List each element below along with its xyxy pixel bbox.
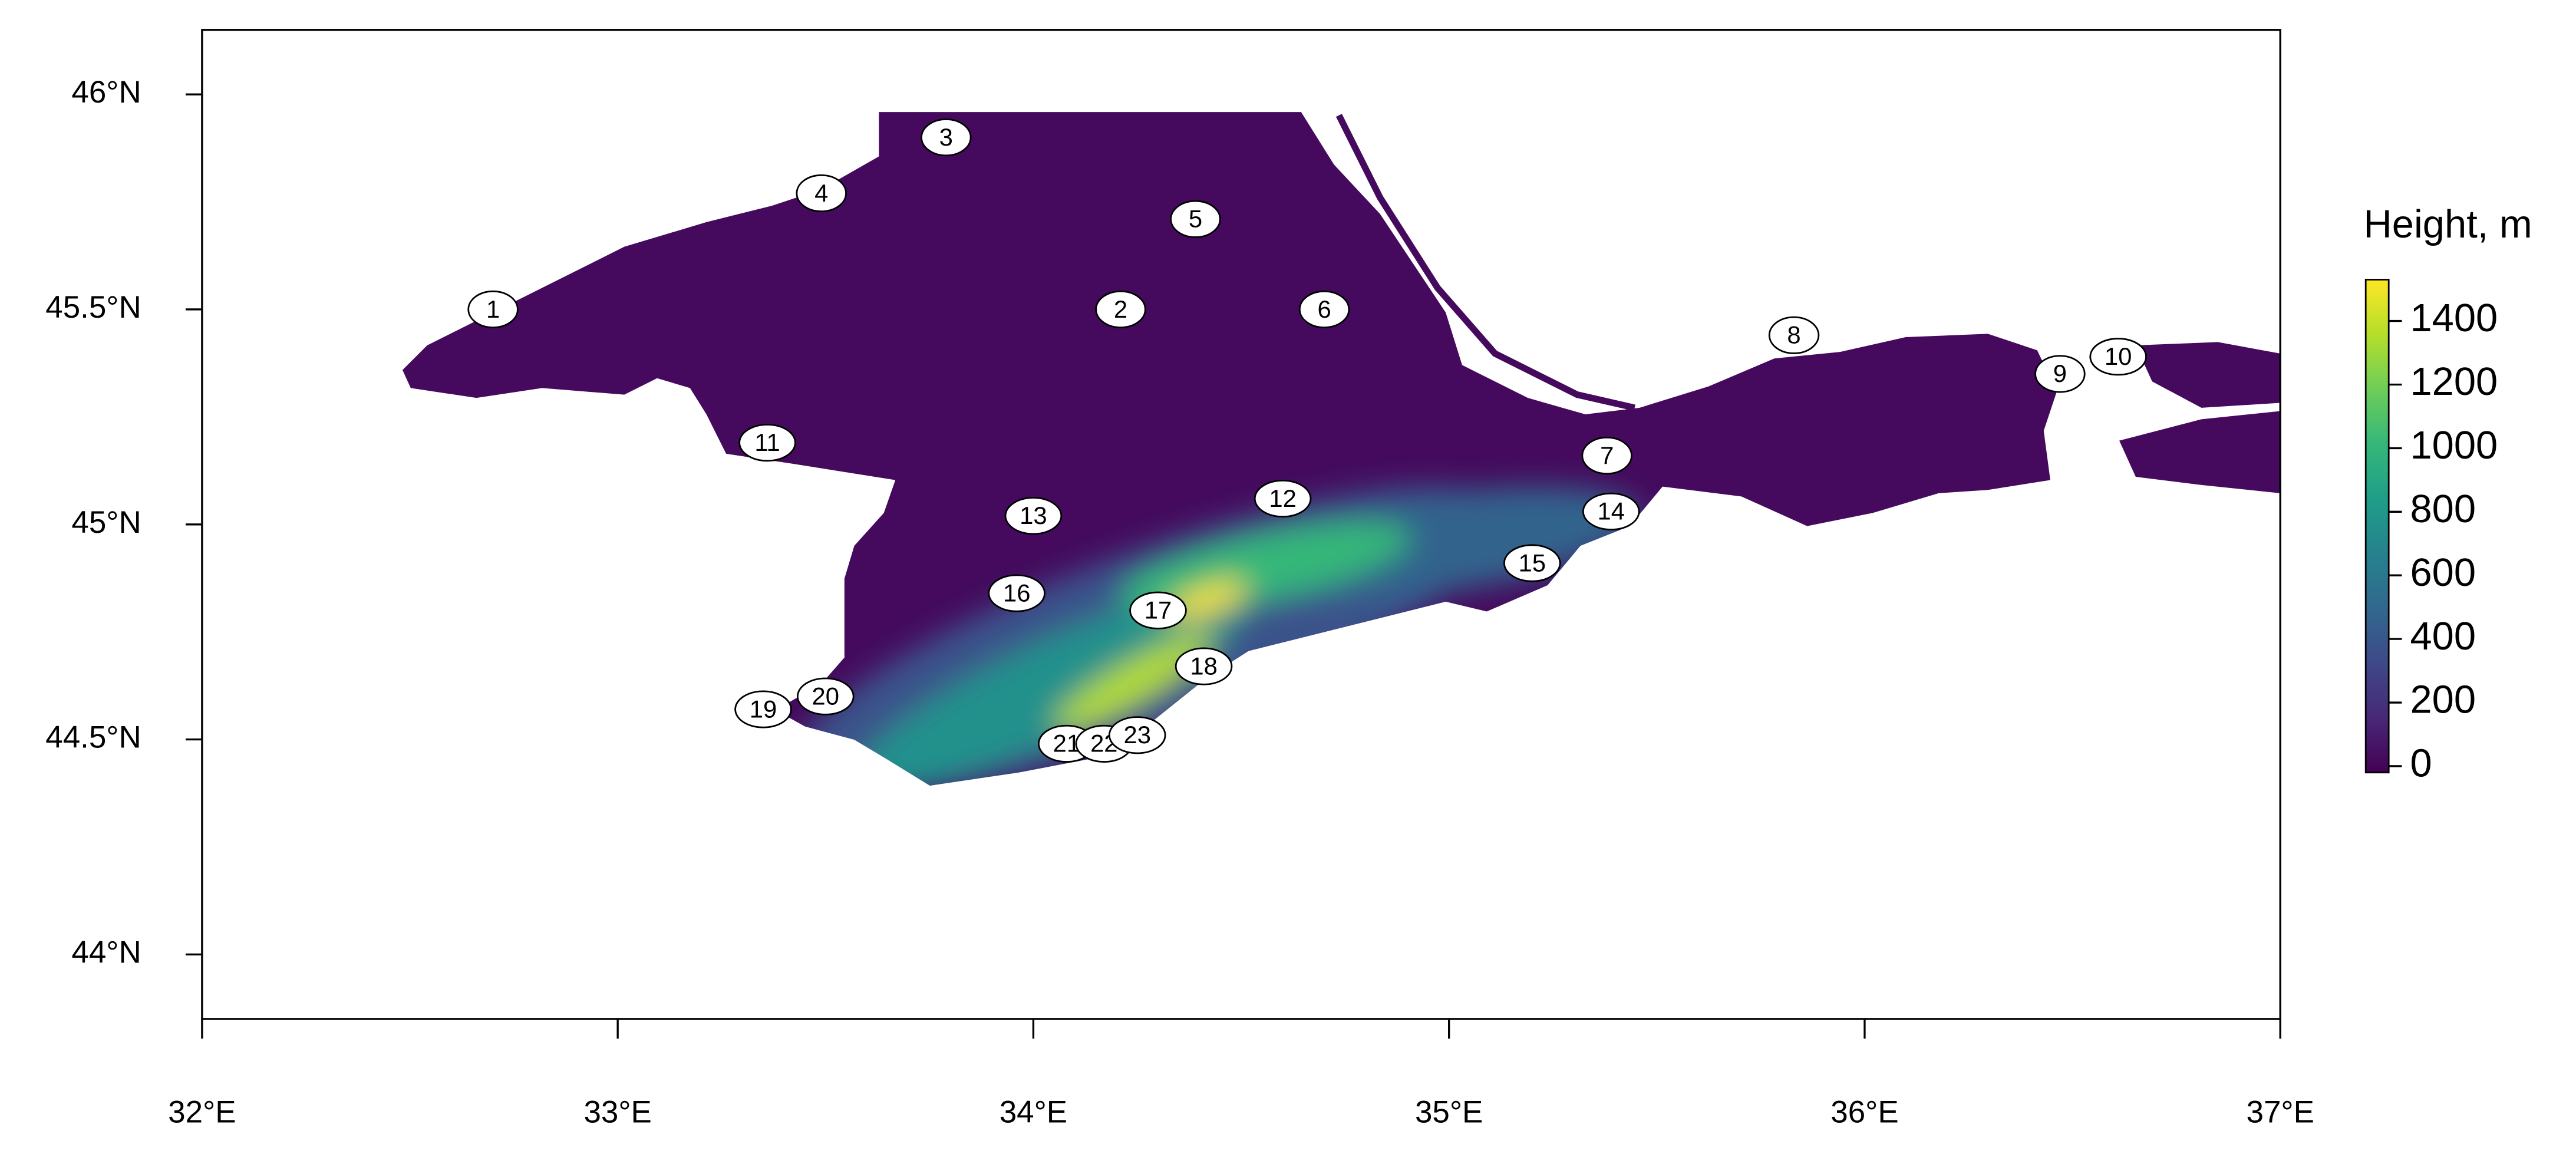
- station-label: 17: [1144, 596, 1172, 624]
- y-tick-label: 46°N: [71, 75, 141, 110]
- station-label: 9: [2053, 360, 2067, 387]
- station-marker: [1129, 591, 1187, 629]
- station-marker: [1581, 436, 1632, 475]
- station-label: 19: [750, 695, 777, 723]
- station-marker: [1254, 479, 1312, 518]
- station-label: 16: [1003, 579, 1031, 606]
- station-marker: [467, 290, 519, 329]
- station-label: 3: [939, 123, 953, 151]
- station-marker: [1175, 647, 1233, 685]
- legend-title: Height, m: [2363, 202, 2532, 246]
- x-tick-label: 36°E: [1830, 1095, 1898, 1130]
- colorbar-tick-label: 1200: [2410, 360, 2498, 404]
- station-marker: [796, 174, 847, 213]
- y-tick-label: 44.5°N: [45, 720, 141, 755]
- station-marker: [921, 118, 972, 157]
- station-label: 14: [1597, 497, 1625, 525]
- colorbar: [2364, 279, 2390, 774]
- colorbar-tick-label: 200: [2410, 678, 2476, 722]
- station-label: 12: [1269, 484, 1297, 512]
- station-marker: [738, 424, 796, 462]
- landmass: [402, 112, 2057, 786]
- colorbar-tick-label: 400: [2410, 614, 2476, 658]
- station-label: 15: [1518, 549, 1546, 576]
- x-tick-label: 34°E: [1000, 1095, 1067, 1130]
- station-label: 6: [1317, 295, 1331, 323]
- station-label: 10: [2105, 342, 2132, 370]
- station-marker: [1298, 290, 1350, 329]
- colorbar-tick-label: 1000: [2410, 423, 2498, 467]
- x-tick-label: 32°E: [168, 1095, 236, 1130]
- x-tick-label: 33°E: [583, 1095, 651, 1130]
- relief-mid: [856, 589, 1246, 786]
- land: [402, 112, 2281, 786]
- colorbar-tick-label: 0: [2410, 741, 2432, 786]
- station-marker: [1582, 492, 1640, 530]
- station-label: 4: [814, 179, 828, 207]
- x-tick-label: 37°E: [2247, 1095, 2314, 1130]
- station-marker: [988, 574, 1045, 612]
- y-tick-label: 45°N: [71, 505, 141, 540]
- station-label: 20: [812, 682, 840, 710]
- station-marker: [1108, 716, 1166, 754]
- station-label: 18: [1190, 652, 1218, 680]
- station-label: 23: [1123, 721, 1151, 749]
- station-marker: [1503, 544, 1561, 582]
- y-tick-label: 44°N: [71, 935, 141, 970]
- station-marker: [734, 690, 792, 728]
- station-marker: [796, 677, 855, 716]
- station-marker: [2089, 338, 2147, 376]
- colorbar-tick-label: 1400: [2410, 296, 2498, 340]
- station-label: 11: [754, 428, 780, 456]
- relief-high: [1168, 581, 1246, 619]
- station-label: 1: [486, 295, 500, 323]
- x-tick-label: 35°E: [1415, 1095, 1483, 1130]
- station-marker: [1004, 497, 1063, 535]
- station-marker: [1170, 200, 1221, 238]
- relief: [793, 486, 1641, 786]
- station-label: 13: [1020, 502, 1047, 529]
- taman-peninsula: [2119, 342, 2281, 493]
- relief-high: [1054, 634, 1213, 731]
- relief-mid: [1120, 522, 1410, 612]
- colorbar-tick-label: 600: [2410, 550, 2476, 595]
- station-marker: [1095, 290, 1146, 329]
- station-marker: [2034, 355, 2086, 393]
- station-marker: [1768, 316, 1820, 354]
- y-tick-label: 45.5°N: [45, 290, 141, 325]
- station-label: 2: [1114, 295, 1127, 323]
- colorbar-tick-label: 800: [2410, 487, 2476, 531]
- station-label: 8: [1787, 321, 1800, 349]
- arabat-spit: [1335, 114, 1635, 411]
- station-label: 7: [1600, 441, 1614, 469]
- station-label: 5: [1189, 205, 1202, 233]
